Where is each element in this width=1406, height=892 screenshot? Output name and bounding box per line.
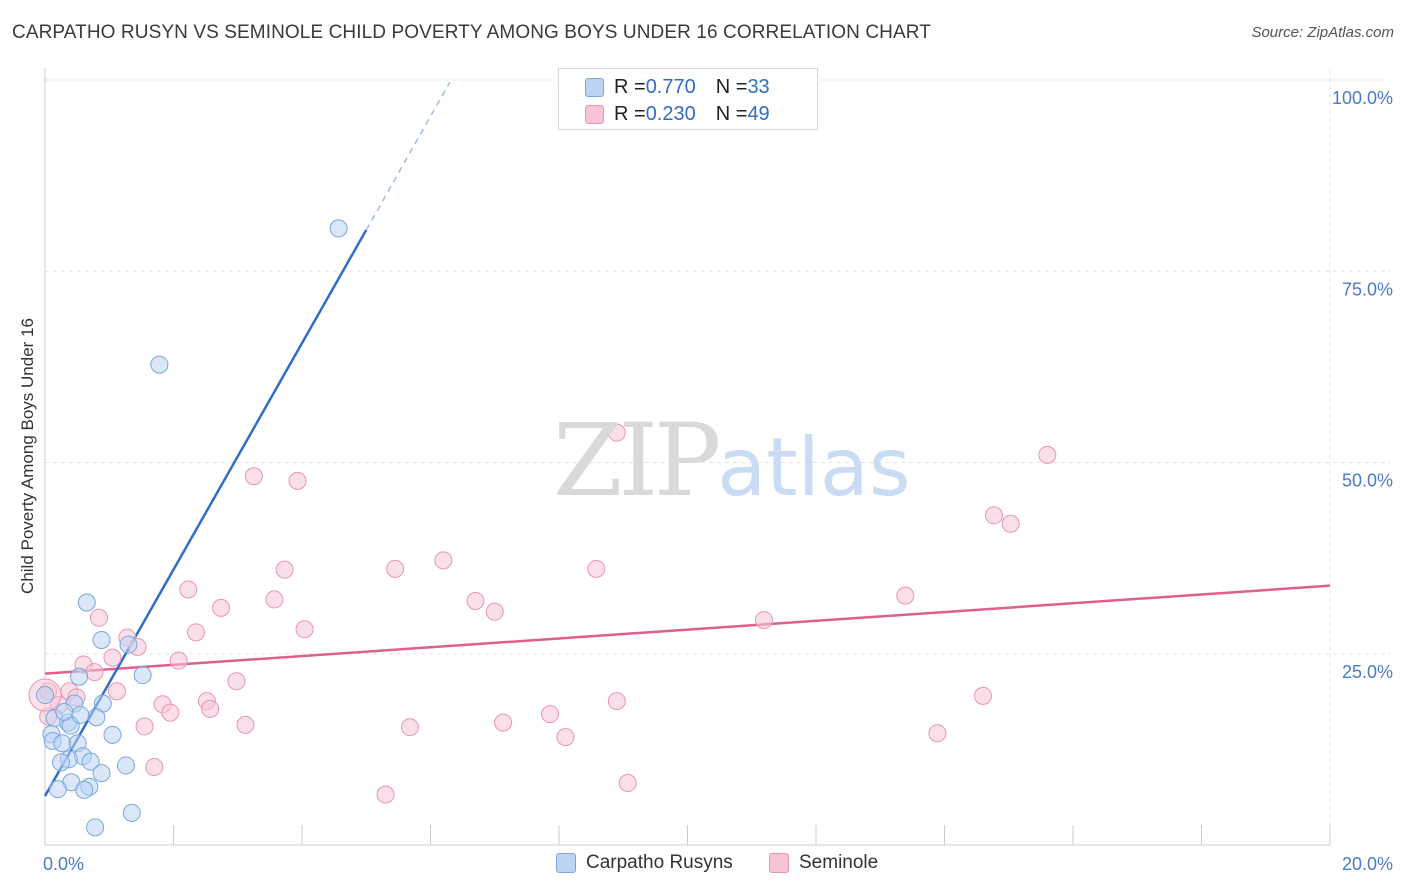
y-tick-label: 25.0% [1342, 662, 1393, 682]
seminole-point [201, 699, 220, 718]
seminole-point [607, 423, 626, 442]
carpatho-rusyns-point [116, 756, 135, 775]
legend-row-carpatho-rusyns: R = 0.770 N = 33 [585, 75, 770, 99]
series-legend: Carpatho Rusyns Seminole [0, 852, 1406, 876]
legend-r-value: 0.770 [645, 75, 696, 98]
carpatho-rusyns-point [150, 355, 169, 374]
legend-row-seminole: R = 0.230 N = 49 [585, 102, 770, 126]
seminole-trend-line [44, 584, 1331, 675]
x-tick-label: 20.0% [1342, 854, 1393, 874]
seminole-point [928, 724, 947, 743]
carpatho-rusyns-point [75, 780, 94, 799]
seminole-point [135, 717, 154, 736]
seminole-point [169, 651, 188, 670]
correlation-legend: R = 0.770 N = 33 R = 0.230 N = 49 [558, 68, 818, 130]
carpatho-rusyns-point [103, 725, 122, 744]
carpatho-rusyns-point [71, 705, 90, 724]
legend-r-label: R = [614, 75, 646, 98]
legend-swatch-blue [585, 77, 604, 97]
seminole-point [89, 608, 108, 627]
seminole-points [28, 423, 1057, 804]
carpatho-rusyns-point [86, 818, 105, 837]
y-tick-label: 75.0% [1342, 279, 1393, 299]
carpatho-rusyns-point [52, 753, 71, 772]
seminole-point [275, 560, 294, 579]
gridlines [45, 70, 1390, 845]
y-tick-label: 100.0% [1332, 88, 1393, 108]
seminole-point [161, 703, 180, 722]
seminole-point [186, 623, 205, 642]
seminole-point [974, 686, 993, 705]
legend-n-value: 33 [747, 75, 770, 98]
seminole-point [400, 718, 419, 737]
carpatho-rusyns-point [87, 708, 106, 727]
legend-swatch-pink [585, 104, 604, 124]
seminole-point [179, 580, 198, 599]
seminole-point [376, 785, 395, 804]
seminole-point [587, 559, 606, 578]
y-axis-label: Child Poverty Among Boys Under 16 [18, 318, 37, 594]
carpatho-rusyns-point [77, 593, 96, 612]
seminole-point [85, 663, 104, 682]
seminole-point [145, 757, 164, 776]
carpatho-rusyns-point [92, 764, 111, 783]
seminole-point [556, 728, 575, 747]
seminole-point [103, 648, 122, 667]
legend-n-label: N = [715, 75, 748, 98]
carpatho-rusyns-point [53, 734, 72, 753]
seminole-point [1001, 514, 1020, 533]
seminole-point [984, 506, 1003, 525]
carpatho-rusyns-trend-extension [365, 81, 451, 231]
seminole-point [227, 672, 246, 691]
legend-r-label: R = [614, 102, 646, 125]
series-legend-label: Carpatho Rusyns [586, 852, 733, 873]
seminole-point [265, 590, 284, 609]
legend-n-label: N = [715, 102, 748, 125]
chart-title: CARPATHO RUSYN VS SEMINOLE CHILD POVERTY… [12, 22, 931, 43]
carpatho-rusyns-point [133, 666, 152, 685]
seminole-point [618, 774, 637, 793]
carpatho-rusyns-point [36, 686, 54, 705]
seminole-point [386, 559, 405, 578]
carpatho-rusyns-point [81, 752, 100, 771]
seminole-point [288, 471, 307, 490]
watermark-zip: ZIP [553, 402, 721, 519]
seminole-point [896, 586, 915, 605]
watermark: ZIPatlas [553, 402, 911, 519]
seminole-point [295, 620, 314, 639]
seminole-point [754, 611, 773, 630]
series-legend-carpatho-rusyns[interactable]: Carpatho Rusyns [556, 852, 733, 874]
carpatho-rusyns-point [122, 803, 141, 822]
series-swatch-pink [769, 853, 789, 873]
seminole-point [1038, 445, 1057, 464]
series-legend-seminole[interactable]: Seminole [769, 852, 878, 874]
seminole-point [212, 598, 231, 617]
carpatho-rusyns-point [70, 667, 89, 686]
watermark-atlas: atlas [717, 421, 911, 514]
series-legend-label: Seminole [799, 852, 879, 873]
x-tick-label: 0.0% [43, 854, 84, 874]
carpatho-rusyns-point [48, 780, 67, 799]
seminole-point [485, 602, 504, 621]
legend-n-value: 49 [747, 102, 770, 125]
seminole-point [236, 715, 255, 734]
legend-r-value: 0.230 [645, 102, 696, 125]
series-swatch-blue [556, 853, 576, 873]
source-label: Source: ZipAtlas.com [1251, 24, 1394, 41]
carpatho-rusyns-point [55, 702, 74, 721]
carpatho-rusyns-point [92, 630, 111, 649]
seminole-point [434, 551, 453, 570]
carpatho-rusyns-point [329, 219, 348, 238]
seminole-point [607, 692, 626, 711]
carpatho-rusyns-points [36, 219, 348, 837]
seminole-point [244, 467, 263, 486]
tick-labels: 25.0% 50.0% 75.0% 100.0% 0.0% 20.0% [43, 88, 1393, 874]
carpatho-rusyns-point [119, 635, 138, 654]
y-tick-label: 50.0% [1342, 471, 1393, 491]
seminole-point [494, 713, 513, 732]
seminole-point [466, 591, 485, 610]
seminole-point [107, 682, 126, 701]
seminole-point [541, 705, 560, 724]
